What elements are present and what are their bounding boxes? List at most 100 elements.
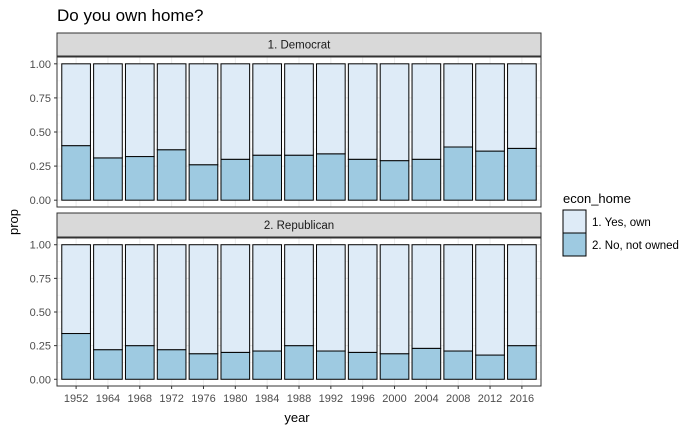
- bar-segment-own: [507, 244, 537, 347]
- legend-key: [562, 232, 587, 257]
- bar-segment-own: [475, 244, 505, 356]
- bar-segment-own: [475, 63, 505, 152]
- bar-segment-own: [347, 244, 378, 353]
- bar-segment-own: [379, 244, 410, 355]
- bar-segment-own: [61, 63, 91, 147]
- bar-segment-own: [124, 244, 155, 347]
- legend-label: 2. No, not owned: [592, 240, 679, 252]
- bar-segment-own: [347, 63, 378, 160]
- y-tick-label: 1.00: [30, 240, 51, 252]
- bar-segment-not-owned: [284, 154, 314, 201]
- y-tick-label: 0.75: [30, 273, 51, 285]
- bar-segment-not-owned: [284, 345, 314, 380]
- bar-segment-not-owned: [379, 353, 410, 380]
- bar-segment-own: [188, 244, 219, 355]
- bar-segment-own: [93, 63, 123, 159]
- bar-segment-not-owned: [507, 147, 537, 201]
- bar-segment-not-owned: [220, 158, 251, 201]
- x-tick-label: 1996: [350, 393, 374, 405]
- bar-segment-not-owned: [316, 153, 346, 201]
- bar-segment-not-owned: [316, 350, 346, 380]
- bar-segment-own: [61, 244, 91, 335]
- facet-panel: 2. Republican 0.00 0.25 0.50 0.75 1.00 1952 196…: [30, 212, 542, 405]
- x-tick-label: 2012: [478, 393, 502, 405]
- bar-segment-not-owned: [379, 160, 410, 201]
- x-tick-label: 1988: [287, 393, 311, 405]
- y-tick-label: 0.50: [30, 127, 51, 139]
- facet-strip-label: 2. Republican: [264, 220, 334, 232]
- bar-segment-not-owned: [443, 350, 474, 380]
- y-tick-label: 0.00: [30, 195, 51, 207]
- legend-label: 1. Yes, own: [592, 217, 651, 229]
- bar-segment-not-owned: [93, 157, 123, 201]
- bar-segment-own: [411, 244, 442, 349]
- y-tick-label: 0.50: [30, 307, 51, 319]
- x-tick-label: 1976: [191, 393, 215, 405]
- facet-strip: [56, 212, 542, 238]
- bar-segment-not-owned: [188, 353, 219, 380]
- y-tick-label: 1.00: [30, 59, 51, 71]
- legend-key: [562, 209, 587, 234]
- bar-segment-own: [316, 63, 346, 155]
- bar-segment-not-owned: [252, 350, 282, 380]
- x-tick-label: 1992: [319, 393, 343, 405]
- facet-panel: 1. Democrat 0.00 0.25 0.50 0.75 1.00: [30, 32, 542, 208]
- bar-segment-not-owned: [61, 145, 91, 201]
- bar-segment-not-owned: [475, 354, 505, 380]
- bar-segment-not-owned: [156, 349, 187, 380]
- y-tick-label: 0.00: [30, 374, 51, 386]
- x-tick-label: 1968: [128, 393, 152, 405]
- bar-segment-own: [443, 244, 474, 352]
- bar-segment-own: [156, 63, 187, 151]
- bar-segment-not-owned: [443, 146, 474, 201]
- bar-segment-own: [443, 63, 474, 148]
- x-tick-label: 1984: [255, 393, 279, 405]
- bar-segment-own: [220, 244, 251, 353]
- bar-segment-not-owned: [156, 149, 187, 201]
- bar-segment-own: [284, 63, 314, 156]
- legend: econ_home 1. Yes, own 2. No, not owned: [562, 191, 679, 257]
- x-tick-label: 1980: [223, 393, 247, 405]
- bar-segment-not-owned: [124, 156, 155, 201]
- bar-segment-own: [220, 63, 251, 160]
- bar-segment-own: [411, 63, 442, 160]
- y-tick-label: 0.75: [30, 93, 51, 105]
- facet-strip: [56, 32, 542, 57]
- x-tick-label: 2004: [414, 393, 438, 405]
- legend-title: econ_home: [563, 191, 631, 206]
- bar-segment-not-owned: [347, 158, 378, 201]
- facet-strip-label: 1. Democrat: [268, 40, 331, 52]
- bar-segment-not-owned: [188, 164, 219, 201]
- bar-segment-own: [284, 244, 314, 347]
- bar-segment-not-owned: [93, 349, 123, 380]
- bar-segment-not-owned: [411, 347, 442, 380]
- bar-segment-own: [252, 244, 282, 352]
- bar-segment-not-owned: [507, 345, 537, 380]
- y-tick-label: 0.25: [30, 341, 51, 353]
- bar-segment-not-owned: [220, 351, 251, 380]
- x-tick-label: 1972: [159, 393, 183, 405]
- bar-segment-not-owned: [61, 333, 91, 380]
- x-axis-title: year: [284, 410, 310, 425]
- x-tick-label: 2000: [382, 393, 406, 405]
- bar-segment-own: [252, 63, 282, 156]
- y-tick-label: 0.25: [30, 161, 51, 173]
- bar-segment-own: [188, 63, 219, 166]
- bar-segment-own: [507, 63, 537, 149]
- bar-segment-own: [93, 244, 123, 351]
- bar-segment-not-owned: [124, 345, 155, 380]
- bar-segment-own: [379, 63, 410, 162]
- bar-segment-own: [316, 244, 346, 352]
- bar-segment-not-owned: [411, 158, 442, 201]
- bar-segment-own: [124, 63, 155, 158]
- y-axis-title: prop: [6, 209, 21, 235]
- x-tick-label: 1964: [96, 393, 120, 405]
- chart-title: Do you own home?: [57, 6, 204, 25]
- bar-segment-not-owned: [252, 154, 282, 201]
- bar-segment-own: [156, 244, 187, 351]
- x-tick-label: 2016: [510, 393, 534, 405]
- x-tick-label: 2008: [446, 393, 470, 405]
- x-tick-label: 1952: [64, 393, 88, 405]
